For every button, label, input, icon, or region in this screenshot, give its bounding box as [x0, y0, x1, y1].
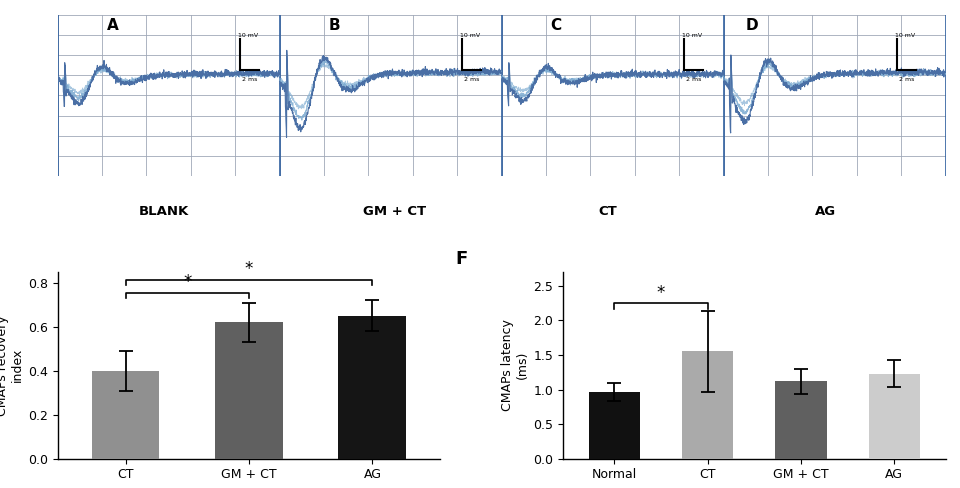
Y-axis label: CMAPs recovery
index: CMAPs recovery index: [0, 315, 24, 416]
Bar: [588, 391, 640, 459]
Text: 2 ms: 2 ms: [242, 77, 257, 82]
Text: F: F: [456, 250, 468, 268]
Text: 10 mV: 10 mV: [238, 33, 258, 38]
Y-axis label: CMAPs latency
(ms): CMAPs latency (ms): [501, 319, 529, 411]
Text: *: *: [183, 273, 191, 291]
Text: 10 mV: 10 mV: [460, 33, 480, 38]
Text: 10 mV: 10 mV: [682, 33, 702, 38]
Bar: [682, 351, 733, 459]
Text: GM + CT: GM + CT: [364, 205, 426, 218]
Text: 2 ms: 2 ms: [899, 77, 914, 82]
Text: *: *: [657, 284, 665, 302]
Text: CT: CT: [599, 205, 617, 218]
Bar: [776, 381, 827, 459]
Bar: [869, 374, 920, 459]
Bar: [339, 316, 406, 459]
Text: A: A: [107, 18, 118, 33]
Text: B: B: [328, 18, 340, 33]
Text: *: *: [245, 260, 253, 278]
Text: C: C: [550, 18, 562, 33]
Text: 2 ms: 2 ms: [464, 77, 479, 82]
Text: AG: AG: [815, 205, 836, 218]
Bar: [91, 371, 159, 459]
Bar: [215, 323, 283, 459]
Text: BLANK: BLANK: [139, 205, 189, 218]
Text: D: D: [746, 18, 758, 33]
Text: 10 mV: 10 mV: [895, 33, 915, 38]
Text: 2 ms: 2 ms: [685, 77, 701, 82]
